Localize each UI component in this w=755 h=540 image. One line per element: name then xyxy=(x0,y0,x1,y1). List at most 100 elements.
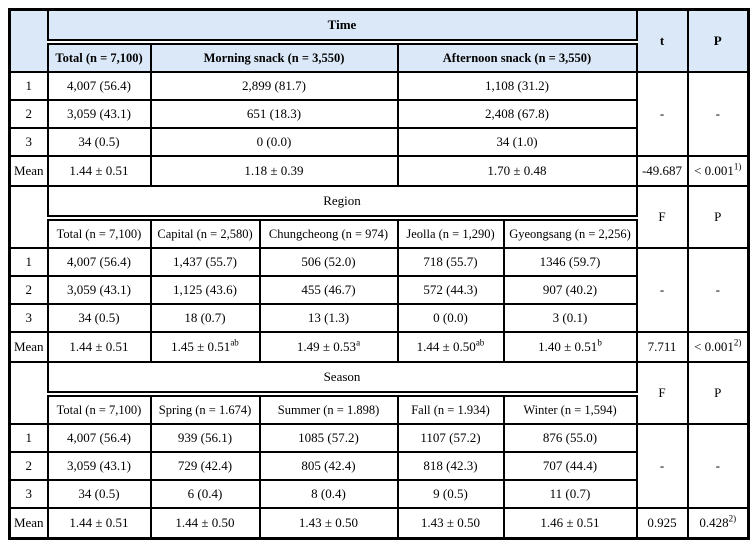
data-cell: 876 (55.0) xyxy=(502,423,638,453)
time-col-afternoon: Afternoon snack (n = 3,550) xyxy=(396,41,638,73)
time-header-row: Time t P xyxy=(8,8,750,73)
data-cell: 0 (0.0) xyxy=(396,303,505,333)
row-label: 3 xyxy=(8,127,49,157)
season-corner-cell xyxy=(8,361,49,425)
mean-cell: 1.46 ± 0.51 xyxy=(502,507,638,540)
data-cell: 1,125 (43.6) xyxy=(149,275,261,305)
p-value-text: < 0.001 xyxy=(694,339,734,354)
season-header-row: Season F P xyxy=(8,361,750,425)
season-p-dash-cell: - xyxy=(686,423,750,509)
row-label: 1 xyxy=(8,423,49,453)
mean-cell: 1.43 ± 0.50 xyxy=(396,507,505,540)
mean-value: 1.70 ± 0.48 xyxy=(487,163,547,178)
season-stat-value: 0.925 xyxy=(635,507,689,540)
mean-cell: 1.43 ± 0.50 xyxy=(258,507,399,540)
data-cell: 3,059 (43.1) xyxy=(46,99,152,129)
season-mean-row: Mean 1.44 ± 0.51 1.44 ± 0.50 1.43 ± 0.50… xyxy=(8,507,750,540)
mean-value: 1.40 ± 0.51 xyxy=(538,339,598,354)
data-cell: 651 (18.3) xyxy=(149,99,399,129)
time-mean-row: Mean 1.44 ± 0.51 1.18 ± 0.39 1.70 ± 0.48… xyxy=(8,155,750,187)
mean-value: 1.44 ± 0.51 xyxy=(69,339,129,354)
region-data-row-1: 1 4,007 (56.4) 1,437 (55.7) 506 (52.0) 7… xyxy=(8,247,750,333)
mean-value: 1.43 ± 0.50 xyxy=(298,515,359,530)
time-data-row-1: 1 4,007 (56.4) 2,899 (81.7) 1,108 (31.2)… xyxy=(8,71,750,157)
region-header-row: Region F P xyxy=(8,185,750,249)
row-label: Mean xyxy=(8,331,49,363)
data-cell: 9 (0.5) xyxy=(396,479,505,509)
region-col-gyeongsang: Gyeongsang (n = 2,256) xyxy=(502,217,638,249)
data-cell: 805 (42.4) xyxy=(258,451,399,481)
mean-superscript: ab xyxy=(230,337,239,348)
region-col-total: Total (n = 7,100) xyxy=(46,217,152,249)
time-p-value: < 0.0011) xyxy=(686,155,750,187)
season-col-summer: Summer (n = 1.898) xyxy=(258,393,399,425)
p-value-text: < 0.001 xyxy=(694,163,734,178)
mean-value: 1.49 ± 0.53 xyxy=(296,339,357,354)
region-corner-cell xyxy=(8,185,49,249)
region-subheader-row: Total (n = 7,100) Capital (n = 2,580) Ch… xyxy=(10,217,749,249)
data-cell: 2,408 (67.8) xyxy=(396,99,638,129)
data-cell: 34 (0.5) xyxy=(46,479,152,509)
time-stat-dash-cell: - xyxy=(635,71,689,157)
region-stat-value: 7.711 xyxy=(635,331,689,363)
data-cell: 1107 (57.2) xyxy=(396,423,505,453)
mean-superscript: ab xyxy=(475,337,485,348)
data-cell: 13 (1.3) xyxy=(258,303,399,333)
time-stat-value: -49.687 xyxy=(635,155,689,187)
data-cell: 2,899 (81.7) xyxy=(149,71,399,101)
mean-cell: 1.45 ± 0.51ab xyxy=(149,331,261,363)
season-col-winter: Winter (n = 1,594) xyxy=(502,393,638,425)
data-cell: 3,059 (43.1) xyxy=(46,451,152,481)
data-cell: 34 (0.5) xyxy=(46,127,152,157)
data-cell: 4,007 (56.4) xyxy=(46,71,152,101)
row-label: 2 xyxy=(8,451,49,481)
region-col-capital: Capital (n = 2,580) xyxy=(149,217,261,249)
data-cell: 1085 (57.2) xyxy=(258,423,399,453)
data-cell: 572 (44.3) xyxy=(396,275,505,305)
data-cell: 1,437 (55.7) xyxy=(149,247,261,277)
data-cell: 8 (0.4) xyxy=(258,479,399,509)
data-cell: 907 (40.2) xyxy=(502,275,638,305)
mean-cell: 1.44 ± 0.51 xyxy=(46,155,152,187)
p-footnote-marker: 1) xyxy=(733,161,742,172)
region-stat-dash-cell: - xyxy=(635,247,689,333)
region-section-title: Region xyxy=(46,185,638,221)
season-col-total: Total (n = 7,100) xyxy=(46,393,152,425)
mean-superscript: a xyxy=(356,337,361,348)
data-cell: 506 (52.0) xyxy=(258,247,399,277)
data-cell: 718 (55.7) xyxy=(396,247,505,277)
mean-cell: 1.49 ± 0.53a xyxy=(258,331,399,363)
data-cell: 1,108 (31.2) xyxy=(396,71,638,101)
data-cell: 0 (0.0) xyxy=(149,127,399,157)
mean-value: 1.44 ± 0.51 xyxy=(69,515,129,530)
mean-cell: 1.40 ± 0.51b xyxy=(502,331,638,363)
mean-cell: 1.70 ± 0.48 xyxy=(396,155,638,187)
data-cell: 455 (46.7) xyxy=(258,275,399,305)
data-cell: 939 (56.1) xyxy=(149,423,261,453)
mean-cell: 1.44 ± 0.50ab xyxy=(396,331,505,363)
season-section-title: Season xyxy=(46,361,638,397)
time-col-total: Total (n = 7,100) xyxy=(46,41,152,73)
season-subheader-row: Total (n = 7,100) Spring (n = 1.674) Sum… xyxy=(10,393,749,425)
season-p-col-header: P xyxy=(686,361,750,425)
season-col-fall: Fall (n = 1.934) xyxy=(396,393,505,425)
mean-value: 1.44 ± 0.51 xyxy=(69,163,129,178)
data-cell: 34 (1.0) xyxy=(396,127,638,157)
mean-value: 1.45 ± 0.51 xyxy=(171,339,231,354)
region-stat-col-header: F xyxy=(635,185,689,249)
data-cell: 4,007 (56.4) xyxy=(46,247,152,277)
row-label: 3 xyxy=(8,479,49,509)
p-footnote-marker: 2) xyxy=(728,513,737,524)
region-data-row-3: 3 34 (0.5) 18 (0.7) 13 (1.3) 0 (0.0) 3 (… xyxy=(8,303,749,333)
season-stat-dash-cell: - xyxy=(635,423,689,509)
row-label: 2 xyxy=(8,99,49,129)
data-cell: 729 (42.4) xyxy=(149,451,261,481)
mean-cell: 1.18 ± 0.39 xyxy=(149,155,399,187)
season-data-row-1: 1 4,007 (56.4) 939 (56.1) 1085 (57.2) 11… xyxy=(8,423,750,509)
region-mean-row: Mean 1.44 ± 0.51 1.45 ± 0.51ab 1.49 ± 0.… xyxy=(8,331,750,363)
time-col-morning: Morning snack (n = 3,550) xyxy=(149,41,399,73)
time-data-row-3: 3 34 (0.5) 0 (0.0) 34 (1.0) xyxy=(8,127,749,157)
data-cell: 1346 (59.7) xyxy=(502,247,638,277)
data-cell: 11 (0.7) xyxy=(502,479,638,509)
row-label: 3 xyxy=(8,303,49,333)
